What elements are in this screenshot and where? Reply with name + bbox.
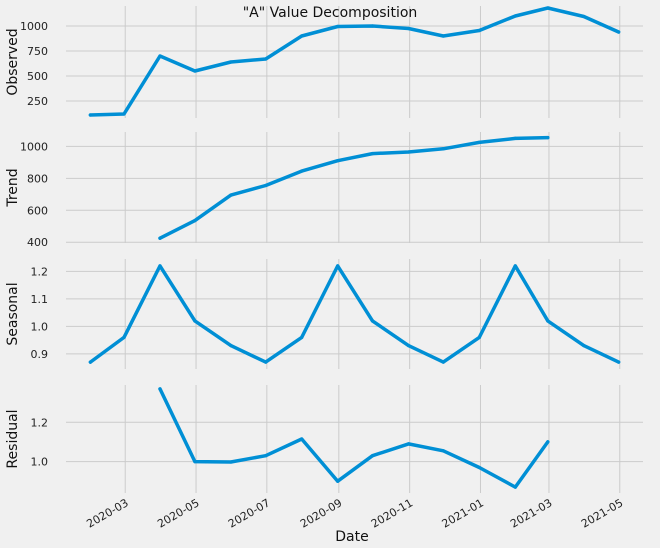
chart-title: "A" Value Decomposition [243, 5, 418, 21]
residual-data-point [513, 485, 517, 489]
y-tick-label: 1000 [20, 140, 48, 153]
observed-data-point [88, 113, 92, 117]
y-tick-label: 600 [27, 204, 48, 217]
y-axis-label: Seasonal [5, 282, 21, 345]
residual-data-point [477, 465, 481, 470]
trend-data-point [406, 150, 411, 154]
x-tick-label: 2020-05 [155, 496, 201, 530]
x-tick-label: 2021-05 [579, 496, 625, 530]
residual-data-point [193, 460, 197, 464]
seasonal-data-point [264, 360, 268, 364]
observed-data-point [229, 60, 233, 64]
residual-data-point [300, 437, 304, 441]
trend-data-point [336, 159, 340, 163]
x-tick-label: 2020-11 [369, 496, 415, 530]
y-axis-label: Observed [5, 28, 21, 95]
seasonal-data-point [122, 335, 126, 339]
observed-data-point [477, 28, 481, 33]
x-tick-label: 2020-09 [298, 496, 344, 530]
residual-data-point [546, 440, 550, 444]
trend-data-point [158, 236, 162, 240]
seasonal-data-point [229, 344, 233, 348]
seasonal-data-point [477, 335, 481, 339]
y-tick-label: 1.1 [31, 293, 49, 306]
seasonal-data-point [617, 360, 621, 364]
observed-data-point [617, 30, 621, 34]
trend-series-line [158, 135, 550, 240]
trend-data-point [229, 193, 233, 197]
y-tick-label: 1.0 [31, 456, 49, 469]
seasonal-data-point [582, 344, 586, 348]
seasonal-data-point [406, 344, 411, 348]
trend-data-point [513, 136, 517, 140]
seasonal-data-point [441, 360, 445, 364]
y-tick-label: 400 [27, 236, 48, 249]
x-tick-label: 2020-07 [226, 496, 272, 530]
trend-data-point [264, 183, 268, 188]
trend-data-point [546, 136, 550, 140]
residual-series-line [158, 387, 550, 489]
residual-data-point [336, 479, 340, 483]
observed-data-point [406, 26, 411, 31]
y-tick-label: 250 [27, 95, 48, 108]
seasonal-data-point [193, 319, 197, 323]
y-tick-label: 1.2 [31, 265, 49, 278]
trend-data-point [477, 140, 481, 144]
y-tick-label: 1.2 [31, 416, 49, 429]
seasonal-data-point [513, 264, 517, 268]
residual-data-point [264, 454, 268, 458]
panel-seasonal: 0.9 1.0 1.1 1.2 Seasonal [5, 259, 643, 369]
trend-data-point [300, 169, 304, 173]
observed-data-point [158, 54, 162, 58]
residual-data-point [406, 442, 411, 446]
seasonal-series-line [88, 264, 621, 364]
y-axis-label: Residual [5, 409, 21, 468]
y-axis-label: Trend [5, 168, 21, 207]
seasonal-data-point [158, 264, 162, 268]
seasonal-data-point [88, 360, 92, 364]
residual-data-point [441, 449, 445, 453]
seasonal-data-point [300, 335, 304, 339]
seasonal-data-point [370, 319, 375, 323]
observed-data-point [441, 34, 445, 38]
observed-data-point [582, 14, 586, 19]
y-tick-label: 750 [27, 45, 48, 58]
panel-residual: 1.0 1.2 Residual [5, 385, 643, 493]
trend-data-point [370, 152, 375, 156]
panel-trend: 400 600 800 1000 Trend [5, 132, 643, 249]
residual-data-point [370, 454, 375, 458]
x-tick-label: 2021-03 [508, 496, 554, 530]
x-axis-label: Date [335, 529, 368, 545]
observed-data-point [336, 24, 340, 29]
observed-data-point [513, 14, 517, 18]
y-tick-label: 500 [27, 70, 48, 83]
seasonal-data-point [336, 264, 340, 268]
y-tick-label: 1.0 [31, 320, 49, 333]
y-tick-label: 1000 [20, 20, 48, 33]
y-tick-label: 0.9 [31, 348, 49, 361]
seasonal-data-point [546, 319, 550, 323]
trend-data-point [441, 147, 445, 151]
y-tick-label: 800 [27, 172, 48, 185]
trend-data-point [193, 219, 197, 223]
observed-series-line [88, 6, 621, 117]
x-tick-label: 2020-03 [84, 496, 130, 530]
residual-data-point [229, 460, 233, 464]
observed-data-point [264, 57, 268, 61]
observed-data-point [193, 69, 197, 73]
observed-data-point [122, 112, 126, 116]
x-tick-label: 2021-01 [440, 496, 486, 530]
residual-data-point [158, 387, 162, 391]
observed-data-point [370, 24, 375, 28]
observed-data-point [546, 6, 550, 10]
observed-data-point [300, 34, 304, 38]
